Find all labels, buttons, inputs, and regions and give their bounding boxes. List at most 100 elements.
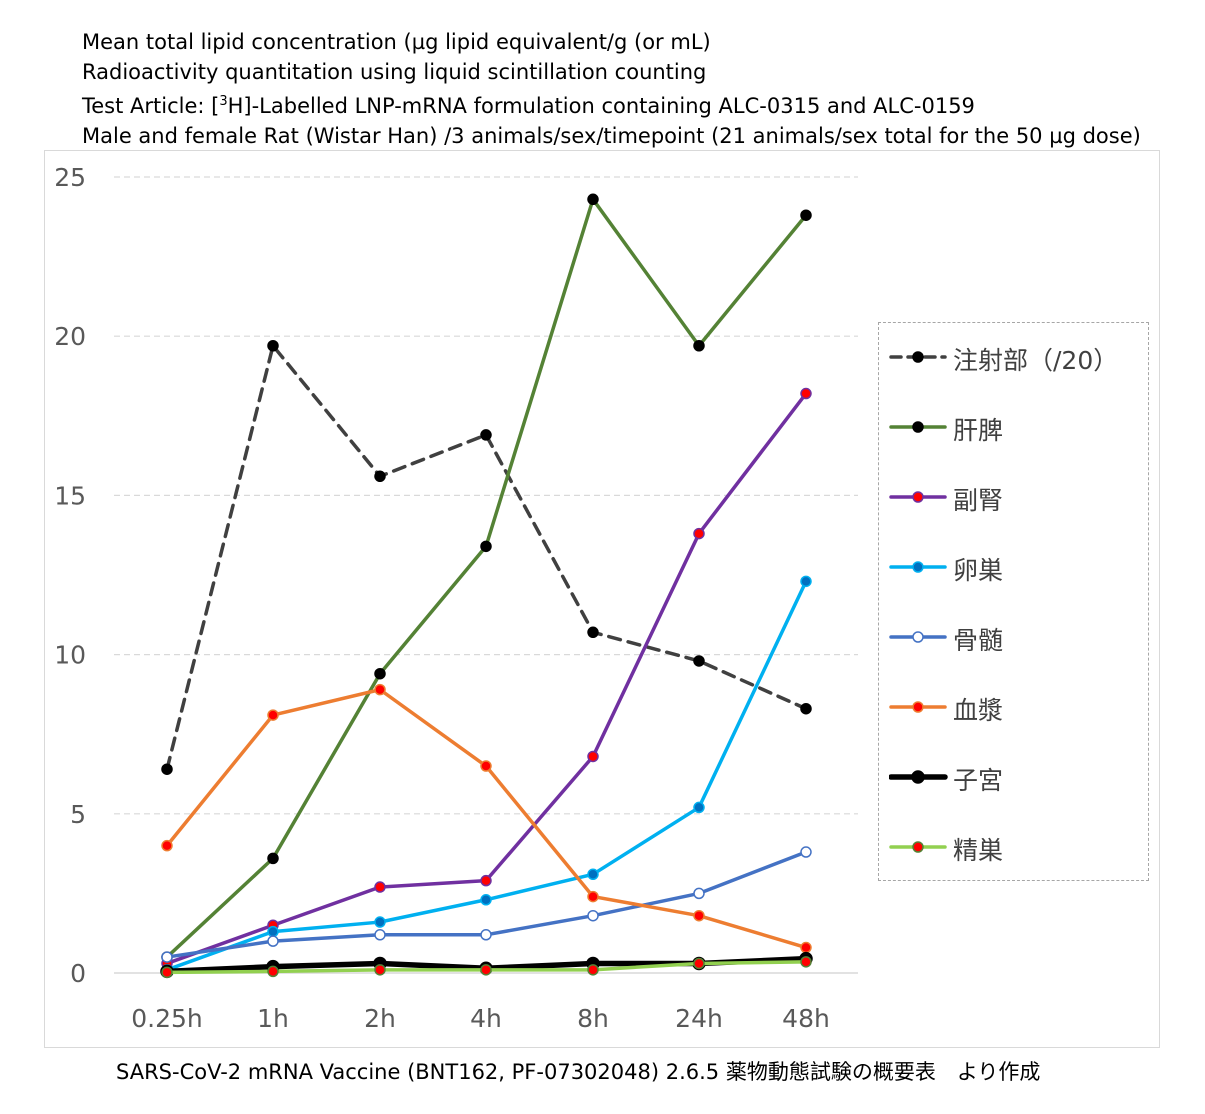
- series-2: [161, 193, 812, 963]
- data-point: [267, 965, 279, 978]
- legend-item: 骨髄: [879, 617, 1148, 657]
- source-footer: SARS-CoV-2 mRNA Vaccine (BNT162, PF-0730…: [116, 1060, 1041, 1084]
- legend-swatch: [889, 770, 948, 784]
- series-4: [161, 575, 812, 976]
- legend-label: 骨髄: [953, 626, 1004, 655]
- data-point: [693, 909, 705, 922]
- legend-item: 副腎: [879, 477, 1148, 517]
- chart-legend: 注射部（/20） 肝脾副腎卵巣骨髄血漿子宮精巣: [878, 322, 1149, 881]
- legend-label: 血漿: [953, 696, 1004, 725]
- data-point: [374, 667, 386, 680]
- header-line-3: Test Article: [3H]-Labelled LNP-mRNA for…: [82, 87, 1141, 122]
- x-tick-label: 0.25h: [131, 1004, 203, 1033]
- x-tick-label: 4h: [470, 1004, 502, 1033]
- x-tick-label: 1h: [257, 1004, 289, 1033]
- data-point: [374, 964, 386, 976]
- data-point: [374, 683, 386, 696]
- data-point: [800, 941, 812, 954]
- legend-swatch: [889, 351, 947, 363]
- legend-label: 副腎: [953, 486, 1004, 515]
- legend-swatch-marker: [912, 561, 924, 573]
- data-point: [800, 209, 812, 221]
- series-line: [165, 687, 808, 950]
- data-point: [267, 340, 279, 352]
- legend-swatch: [889, 421, 947, 433]
- data-point: [374, 881, 386, 893]
- data-point: [267, 852, 279, 865]
- legend-label: 肝脾: [953, 416, 1004, 445]
- data-point: [587, 193, 599, 206]
- legend-swatch: [889, 561, 947, 573]
- data-point: [480, 874, 492, 887]
- legend-swatch-marker: [911, 770, 925, 784]
- series-line: [165, 579, 808, 972]
- series-3: [161, 387, 812, 970]
- data-point: [693, 957, 705, 970]
- data-point: [587, 868, 599, 881]
- series-line: [165, 197, 808, 959]
- data-point: [587, 750, 599, 763]
- header-line-2: Radioactivity quantitation using liquid …: [82, 59, 707, 84]
- data-point: [800, 387, 812, 400]
- legend-item: 肝脾: [879, 407, 1148, 447]
- data-point: [374, 470, 386, 483]
- legend-swatch-marker: [912, 841, 924, 853]
- data-point: [587, 626, 599, 639]
- data-point: [480, 429, 492, 441]
- x-tick-label: 8h: [577, 1004, 609, 1033]
- data-point: [480, 964, 492, 976]
- series-5: [161, 846, 812, 963]
- data-point: [693, 340, 705, 352]
- y-tick-label: 25: [54, 163, 86, 192]
- legend-swatch: [889, 841, 947, 853]
- series-6: [161, 683, 812, 954]
- legend-label: 精巣: [953, 836, 1004, 865]
- legend-swatch-marker: [912, 421, 924, 433]
- legend-swatch: [889, 701, 947, 713]
- header-line-3-superscript: 3: [219, 94, 228, 109]
- data-point: [161, 839, 173, 852]
- y-tick-label: 0: [70, 959, 86, 988]
- legend-label: 卵巣: [953, 556, 1004, 585]
- data-point: [267, 709, 279, 721]
- data-point: [693, 655, 705, 667]
- legend-swatch-marker: [912, 491, 924, 503]
- legend-item: 注射部（/20）: [879, 337, 1148, 377]
- y-tick-label: 15: [54, 481, 86, 510]
- data-point: [480, 760, 492, 772]
- data-point: [374, 916, 386, 928]
- header-line-4: Male and female Rat (Wistar Han) /3 anim…: [82, 123, 1141, 148]
- header-line-3-suffix: H]-Labelled LNP-mRNA formulation contain…: [227, 94, 975, 118]
- x-tick-label: 24h: [675, 1004, 723, 1033]
- data-point: [800, 575, 812, 588]
- legend-swatch: [889, 631, 947, 643]
- y-tick-label: 10: [54, 641, 86, 670]
- legend-item: 卵巣: [879, 547, 1148, 587]
- y-tick-label: 5: [70, 800, 86, 829]
- legend-swatch-marker: [912, 701, 924, 713]
- chart-header: Mean total lipid concentration (µg lipid…: [82, 28, 1141, 151]
- legend-swatch-marker: [912, 631, 924, 643]
- data-point: [587, 909, 599, 922]
- chart-frame: [44, 150, 1160, 1048]
- data-point: [161, 763, 173, 775]
- data-point: [267, 935, 279, 947]
- data-point: [800, 846, 812, 858]
- data-point: [480, 540, 492, 553]
- header-line-1: Mean total lipid concentration (µg lipid…: [82, 30, 711, 54]
- x-tick-label: 2h: [364, 1004, 396, 1033]
- data-point: [800, 956, 812, 968]
- legend-item: 血漿: [879, 687, 1148, 727]
- data-point: [693, 887, 705, 900]
- data-point: [161, 966, 173, 979]
- legend-item: 子宮: [879, 757, 1148, 797]
- series-1: [161, 340, 812, 775]
- data-point: [587, 964, 599, 976]
- legend-label: 注射部（/20）: [953, 346, 1119, 375]
- data-point: [693, 801, 705, 814]
- legend-item: 精巣: [879, 827, 1148, 867]
- legend-swatch-marker: [912, 351, 924, 363]
- data-point: [800, 702, 812, 715]
- x-tick-label: 48h: [782, 1004, 830, 1033]
